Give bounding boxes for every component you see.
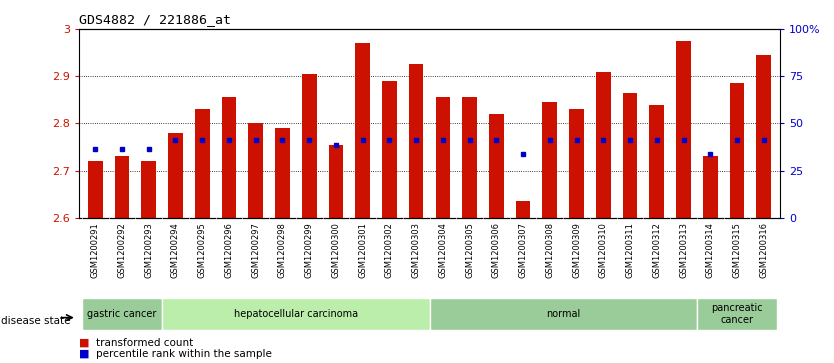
Bar bbox=[430, 298, 697, 330]
Bar bbox=[168, 133, 183, 218]
Text: GSM1200293: GSM1200293 bbox=[144, 222, 153, 278]
Bar bbox=[697, 298, 777, 330]
Text: GSM1200310: GSM1200310 bbox=[599, 222, 608, 278]
Bar bbox=[195, 109, 209, 218]
Text: GSM1200313: GSM1200313 bbox=[679, 222, 688, 278]
Bar bbox=[650, 105, 664, 218]
Text: hepatocellular carcinoma: hepatocellular carcinoma bbox=[234, 309, 358, 319]
Text: GSM1200301: GSM1200301 bbox=[358, 222, 367, 278]
Text: GSM1200303: GSM1200303 bbox=[412, 222, 420, 278]
Bar bbox=[329, 145, 344, 218]
Bar bbox=[382, 81, 397, 218]
Bar bbox=[623, 93, 637, 218]
Bar bbox=[409, 65, 424, 218]
Text: GSM1200304: GSM1200304 bbox=[439, 222, 447, 278]
Bar bbox=[435, 97, 450, 218]
Text: GSM1200295: GSM1200295 bbox=[198, 222, 207, 278]
Text: ■: ■ bbox=[79, 349, 90, 359]
Text: GSM1200315: GSM1200315 bbox=[732, 222, 741, 278]
Bar bbox=[114, 156, 129, 218]
Text: GSM1200292: GSM1200292 bbox=[118, 222, 127, 278]
Bar bbox=[703, 156, 717, 218]
Bar bbox=[222, 97, 236, 218]
Bar bbox=[515, 201, 530, 218]
Bar bbox=[355, 43, 370, 218]
Text: transformed count: transformed count bbox=[96, 338, 193, 348]
Text: GSM1200307: GSM1200307 bbox=[519, 222, 528, 278]
Bar bbox=[275, 128, 289, 218]
Bar bbox=[489, 114, 504, 218]
Text: GSM1200309: GSM1200309 bbox=[572, 222, 581, 278]
Text: gastric cancer: gastric cancer bbox=[88, 309, 157, 319]
Text: GSM1200312: GSM1200312 bbox=[652, 222, 661, 278]
Bar bbox=[302, 74, 317, 218]
Text: GSM1200296: GSM1200296 bbox=[224, 222, 234, 278]
Text: GSM1200306: GSM1200306 bbox=[492, 222, 501, 278]
Text: GSM1200298: GSM1200298 bbox=[278, 222, 287, 278]
Text: GSM1200302: GSM1200302 bbox=[385, 222, 394, 278]
Text: percentile rank within the sample: percentile rank within the sample bbox=[96, 349, 272, 359]
Text: pancreatic
cancer: pancreatic cancer bbox=[711, 303, 763, 325]
Bar bbox=[596, 72, 610, 218]
Text: GSM1200314: GSM1200314 bbox=[706, 222, 715, 278]
Bar bbox=[756, 55, 771, 218]
Bar bbox=[82, 298, 162, 330]
Text: GSM1200305: GSM1200305 bbox=[465, 222, 474, 278]
Text: GDS4882 / 221886_at: GDS4882 / 221886_at bbox=[79, 13, 231, 26]
Bar bbox=[88, 161, 103, 218]
Bar bbox=[142, 161, 156, 218]
Text: GSM1200316: GSM1200316 bbox=[759, 222, 768, 278]
Text: GSM1200299: GSM1200299 bbox=[304, 222, 314, 278]
Bar bbox=[462, 97, 477, 218]
Text: disease state: disease state bbox=[1, 316, 70, 326]
Text: GSM1200294: GSM1200294 bbox=[171, 222, 180, 278]
Text: GSM1200308: GSM1200308 bbox=[545, 222, 555, 278]
Bar bbox=[676, 41, 691, 218]
Bar bbox=[542, 102, 557, 218]
Bar bbox=[570, 109, 584, 218]
Text: GSM1200311: GSM1200311 bbox=[626, 222, 635, 278]
Bar bbox=[162, 298, 430, 330]
Bar bbox=[730, 83, 745, 218]
Bar bbox=[249, 123, 263, 218]
Text: GSM1200297: GSM1200297 bbox=[251, 222, 260, 278]
Text: GSM1200300: GSM1200300 bbox=[331, 222, 340, 278]
Text: normal: normal bbox=[546, 309, 580, 319]
Text: GSM1200291: GSM1200291 bbox=[91, 222, 100, 278]
Text: ■: ■ bbox=[79, 338, 90, 348]
